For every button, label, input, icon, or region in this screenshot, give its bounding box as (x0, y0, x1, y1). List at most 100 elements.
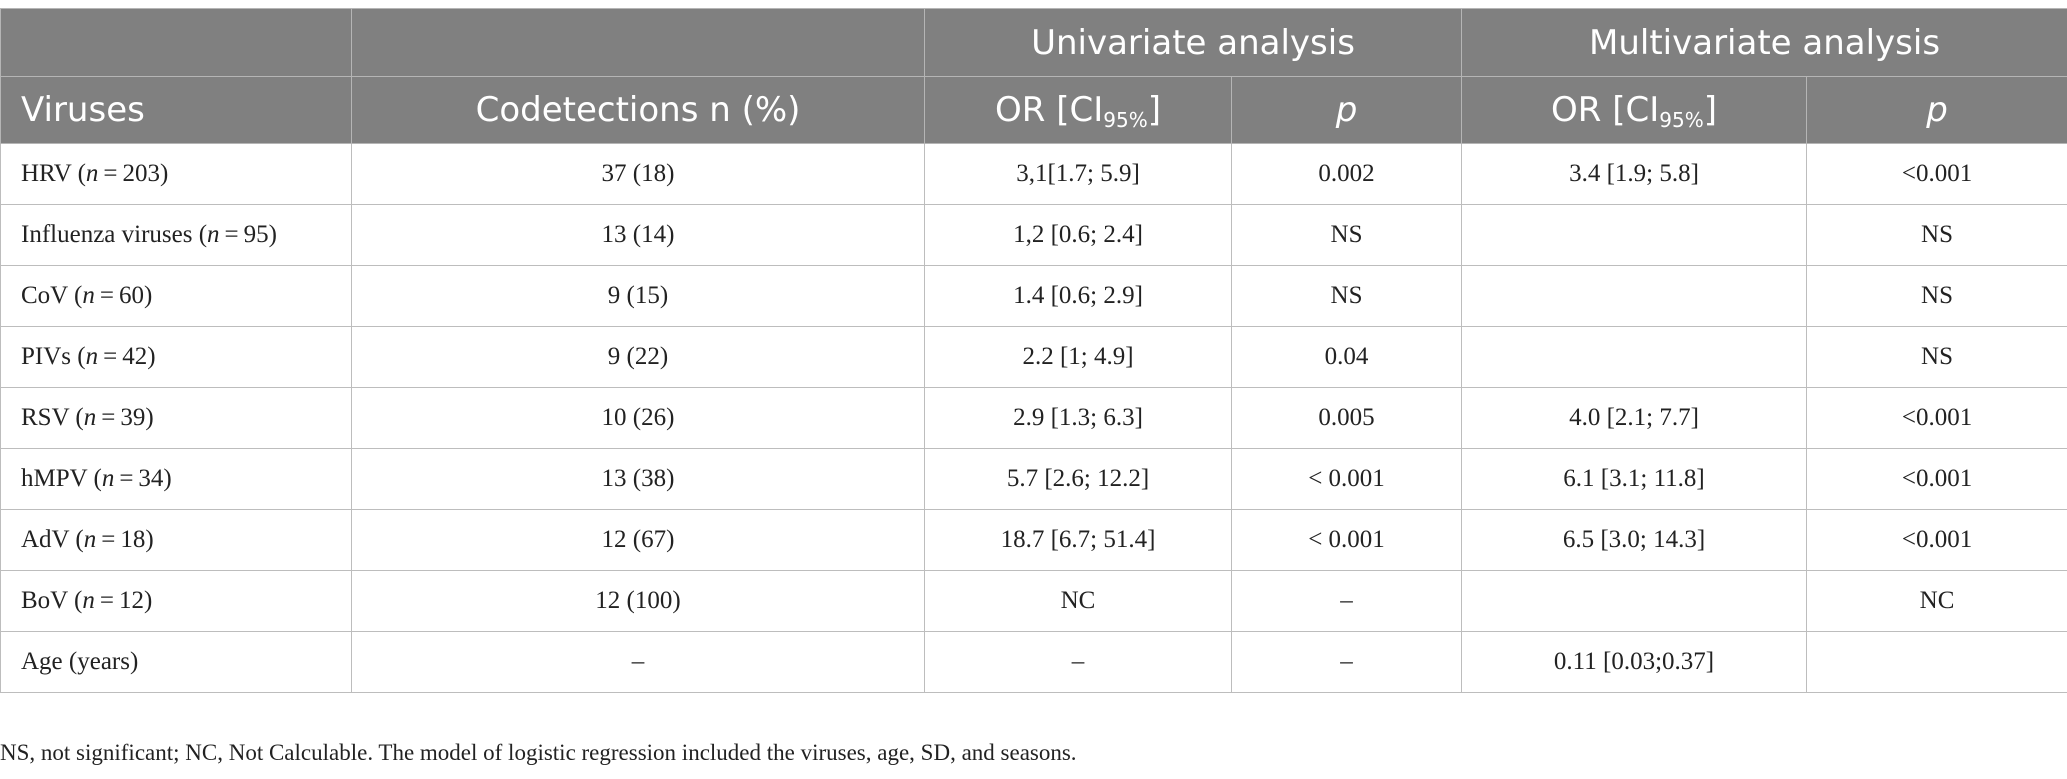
multivariate-p-cell: NS (1806, 326, 2067, 388)
univariate-p-cell: < 0.001 (1230, 448, 1463, 510)
codetections-cell: 37 (18) (351, 143, 925, 205)
univariate-p-cell: NS (1230, 265, 1463, 327)
multivariate-or-cell: 3.4 [1.9; 5.8] (1461, 143, 1808, 205)
multivariate-p-cell: NC (1806, 570, 2067, 632)
table-row: AdV (n = 18) 12 (67) 18.7 [6.7; 51.4] < … (0, 509, 2067, 571)
multivariate-p-cell: NS (1806, 265, 2067, 327)
n-count: = 39) (96, 404, 154, 431)
multivariate-or-cell: 6.1 [3.1; 11.8] (1461, 448, 1808, 510)
multivariate-or-header: OR [CI95%] (1461, 76, 1808, 144)
or-prefix: OR [CI (1551, 90, 1660, 130)
multivariate-p-cell: <0.001 (1806, 387, 2067, 449)
n-symbol: n (82, 587, 95, 614)
virus-name-cell: Influenza viruses (n = 95) (0, 204, 352, 266)
univariate-or-header: OR [CI95%] (924, 76, 1232, 144)
virus-name: hMPV ( (21, 465, 102, 492)
n-count: = 18) (96, 526, 154, 553)
table-row: BoV (n = 12) 12 (100) NC – NC (0, 570, 2067, 632)
virus-name: Influenza viruses ( (21, 221, 208, 248)
codetections-cell: 13 (38) (351, 448, 925, 510)
virus-name: AdV ( (21, 526, 84, 553)
virus-name-cell: PIVs (n = 42) (0, 326, 352, 388)
n-count: = 60) (94, 282, 153, 309)
table-header: Univariate analysis Multivariate analysi… (0, 8, 2067, 144)
virus-name: BoV ( (21, 587, 83, 614)
empty-header-cell (0, 8, 352, 77)
univariate-p-cell: – (1230, 570, 1463, 632)
table-body: HRV (n = 203) 37 (18) 3,1[1.7; 5.9] 0.00… (0, 143, 2067, 693)
codetections-cell: 12 (67) (351, 509, 925, 571)
or-suffix: ] (1147, 90, 1161, 130)
univariate-or-cell: NC (924, 570, 1232, 632)
n-count: = 12) (94, 587, 153, 614)
n-symbol: n (82, 282, 95, 309)
univariate-or-cell: 5.7 [2.6; 12.2] (924, 448, 1232, 510)
codetections-cell: 9 (15) (351, 265, 925, 327)
table-row: Age (years) – – – 0.11 [0.03;0.37] (0, 631, 2067, 693)
univariate-p-header: p (1230, 76, 1463, 144)
codetections-cell: 10 (26) (351, 387, 925, 449)
group-header-row: Univariate analysis Multivariate analysi… (0, 8, 2067, 77)
multivariate-or-cell (1461, 265, 1808, 327)
univariate-or-cell: 2.9 [1.3; 6.3] (924, 387, 1232, 449)
univariate-p-cell: < 0.001 (1230, 509, 1463, 571)
multivariate-or-cell: 0.11 [0.03;0.37] (1461, 631, 1808, 693)
table-row: Influenza viruses (n = 95) 13 (14) 1,2 [… (0, 204, 2067, 266)
n-symbol: n (85, 343, 99, 370)
table-row: PIVs (n = 42) 9 (22) 2.2 [1; 4.9] 0.04 N… (0, 326, 2067, 388)
univariate-or-cell: 1.4 [0.6; 2.9] (924, 265, 1232, 327)
results-table-wrapper: Univariate analysis Multivariate analysi… (0, 8, 2067, 693)
univariate-p-cell: 0.04 (1230, 326, 1463, 388)
multivariate-p-cell: <0.001 (1806, 143, 2067, 205)
virus-name: CoV ( (21, 282, 83, 309)
n-count: = 34) (114, 465, 172, 492)
virus-name: Age (years) (21, 648, 139, 675)
virus-name-cell: AdV (n = 18) (0, 509, 352, 571)
multivariate-group-header: Multivariate analysis (1461, 8, 2067, 77)
univariate-or-cell: 1,2 [0.6; 2.4] (924, 204, 1232, 266)
univariate-p-cell: NS (1230, 204, 1463, 266)
viruses-header: Viruses (0, 76, 352, 144)
n-symbol: n (101, 465, 115, 492)
codetections-cell: – (351, 631, 925, 693)
virus-name: PIVs ( (21, 343, 86, 370)
univariate-or-cell: 18.7 [6.7; 51.4] (924, 509, 1232, 571)
multivariate-p-cell (1806, 631, 2067, 693)
ci-subscript: 95% (1659, 108, 1704, 132)
univariate-p-cell: 0.002 (1230, 143, 1463, 205)
or-suffix: ] (1703, 90, 1717, 130)
multivariate-or-cell (1461, 570, 1808, 632)
multivariate-or-cell (1461, 204, 1808, 266)
virus-name-cell: hMPV (n = 34) (0, 448, 352, 510)
virus-name-cell: HRV (n = 203) (0, 143, 352, 205)
n-count: = 203) (98, 160, 169, 187)
n-symbol: n (83, 526, 97, 553)
table-row: CoV (n = 60) 9 (15) 1.4 [0.6; 2.9] NS NS (0, 265, 2067, 327)
codetections-header: Codetections n (%) (351, 76, 925, 144)
univariate-group-header: Univariate analysis (923, 8, 1463, 77)
univariate-or-cell: – (924, 631, 1232, 693)
table-row: RSV (n = 39) 10 (26) 2.9 [1.3; 6.3] 0.00… (0, 387, 2067, 449)
multivariate-p-cell: NS (1806, 204, 2067, 266)
multivariate-p-cell: <0.001 (1806, 509, 2067, 571)
table-footnote: NS, not significant; NC, Not Calculable.… (0, 740, 1077, 765)
empty-header-cell (351, 8, 925, 77)
univariate-or-cell: 3,1[1.7; 5.9] (924, 143, 1232, 205)
virus-name-cell: BoV (n = 12) (0, 570, 352, 632)
n-symbol: n (85, 160, 99, 187)
n-symbol: n (207, 221, 220, 248)
ci-subscript: 95% (1103, 108, 1148, 132)
or-prefix: OR [CI (995, 90, 1104, 130)
codetections-cell: 13 (14) (351, 204, 925, 266)
n-count: = 95) (219, 221, 277, 248)
univariate-or-cell: 2.2 [1; 4.9] (924, 326, 1232, 388)
univariate-p-cell: – (1230, 631, 1463, 693)
multivariate-p-cell: <0.001 (1806, 448, 2067, 510)
table-row: HRV (n = 203) 37 (18) 3,1[1.7; 5.9] 0.00… (0, 143, 2067, 205)
regression-table: Univariate analysis Multivariate analysi… (0, 8, 2067, 693)
n-symbol: n (83, 404, 97, 431)
univariate-p-cell: 0.005 (1230, 387, 1463, 449)
multivariate-or-cell (1461, 326, 1808, 388)
codetections-cell: 12 (100) (351, 570, 925, 632)
column-header-row: Viruses Codetections n (%) OR [CI95%] p … (0, 76, 2067, 144)
